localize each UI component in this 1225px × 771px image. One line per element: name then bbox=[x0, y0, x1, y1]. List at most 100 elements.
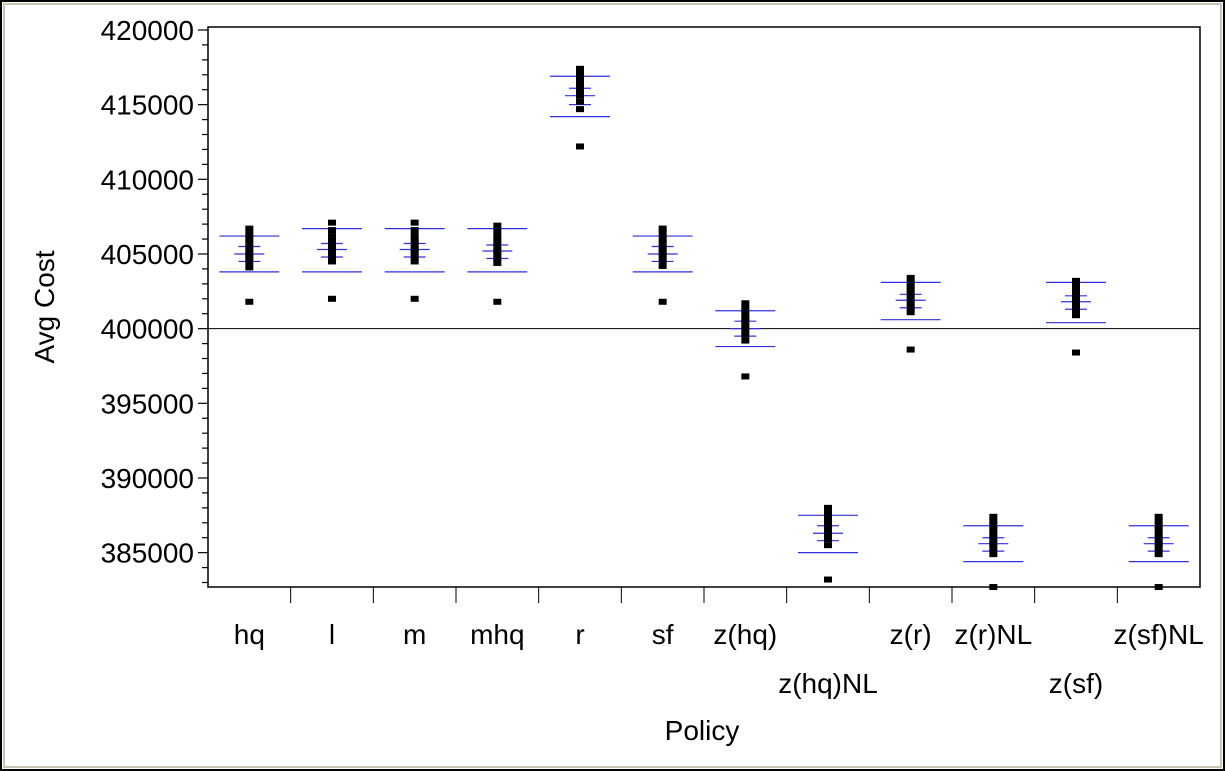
data-point bbox=[1154, 531, 1163, 538]
data-point bbox=[824, 522, 832, 529]
data-point bbox=[328, 233, 336, 240]
x-axis-label: Policy bbox=[665, 715, 740, 746]
y-tick-label: 410000 bbox=[101, 164, 194, 195]
data-point bbox=[906, 283, 915, 290]
data-point bbox=[906, 295, 915, 302]
data-point bbox=[989, 522, 998, 529]
data-point bbox=[824, 518, 832, 525]
data-point bbox=[1072, 312, 1080, 319]
data-point bbox=[1072, 285, 1080, 292]
x-tick-label: z(sf)NL bbox=[1114, 619, 1204, 650]
data-point bbox=[493, 228, 502, 235]
data-point bbox=[989, 545, 998, 552]
data-point bbox=[410, 227, 419, 234]
data-point bbox=[410, 253, 419, 260]
data-point bbox=[741, 337, 750, 344]
data-point bbox=[328, 227, 336, 234]
x-tick-label: z(hq)NL bbox=[778, 668, 878, 699]
data-point bbox=[906, 304, 915, 311]
x-tick-label: z(hq) bbox=[713, 619, 777, 650]
y-tick-label: 385000 bbox=[101, 538, 194, 569]
data-point bbox=[989, 513, 998, 520]
data-point bbox=[328, 258, 336, 265]
data-point bbox=[245, 258, 254, 265]
data-point bbox=[493, 259, 502, 266]
data-point bbox=[1072, 298, 1080, 305]
data-point bbox=[1154, 527, 1163, 534]
data-point bbox=[824, 504, 832, 511]
data-point bbox=[328, 295, 336, 302]
data-point bbox=[824, 536, 832, 543]
x-tick-label: l bbox=[329, 619, 335, 650]
data-point bbox=[576, 92, 584, 99]
data-point bbox=[989, 540, 998, 547]
data-point bbox=[906, 300, 915, 307]
data-point bbox=[1072, 294, 1080, 301]
data-point bbox=[410, 233, 419, 240]
data-point bbox=[906, 346, 915, 353]
data-point bbox=[576, 98, 584, 105]
data-point bbox=[245, 250, 254, 257]
data-point bbox=[493, 248, 502, 254]
data-point bbox=[741, 300, 750, 307]
data-point bbox=[824, 527, 832, 534]
data-point bbox=[824, 513, 832, 520]
data-point bbox=[328, 253, 336, 260]
x-tick-label: sf bbox=[652, 619, 674, 650]
data-point bbox=[493, 255, 502, 262]
data-point bbox=[658, 249, 667, 256]
data-point bbox=[906, 291, 915, 298]
data-point bbox=[989, 531, 998, 538]
data-point bbox=[410, 258, 419, 265]
data-point bbox=[906, 279, 915, 286]
data-point bbox=[658, 225, 667, 232]
x-tick-label: m bbox=[403, 619, 426, 650]
data-point bbox=[245, 236, 254, 243]
data-point bbox=[741, 304, 750, 311]
data-point bbox=[576, 79, 584, 86]
data-point bbox=[245, 298, 254, 305]
data-point bbox=[245, 246, 254, 253]
data-point bbox=[245, 240, 254, 247]
data-point bbox=[245, 231, 254, 238]
data-point bbox=[576, 83, 584, 90]
y-tick-label: 420000 bbox=[101, 15, 194, 46]
data-point bbox=[1072, 349, 1080, 356]
data-point bbox=[741, 310, 750, 317]
data-point bbox=[493, 243, 502, 250]
data-point bbox=[658, 245, 667, 252]
y-tick-label: 395000 bbox=[101, 388, 194, 419]
data-point bbox=[741, 373, 750, 380]
data-point bbox=[1154, 513, 1163, 520]
data-point bbox=[741, 322, 750, 329]
data-point bbox=[906, 309, 915, 316]
y-tick-label: 415000 bbox=[101, 90, 194, 121]
data-point bbox=[328, 246, 336, 253]
data-point bbox=[989, 536, 998, 543]
data-point bbox=[741, 315, 750, 322]
data-point bbox=[658, 262, 667, 269]
data-point bbox=[989, 551, 998, 558]
data-point bbox=[741, 331, 750, 338]
data-point bbox=[658, 298, 667, 305]
data-point bbox=[1154, 584, 1163, 590]
data-point bbox=[1154, 536, 1163, 543]
data-point bbox=[824, 576, 832, 583]
data-point bbox=[410, 219, 419, 226]
data-point bbox=[576, 106, 584, 113]
x-tick-label: hq bbox=[234, 619, 265, 650]
data-point bbox=[576, 88, 584, 95]
plot-area: 385000 390000 395000 400000 405000 410000 4150… bbox=[101, 15, 1204, 699]
data-point bbox=[989, 518, 998, 525]
y-tick-label: 390000 bbox=[101, 463, 194, 494]
data-point bbox=[1072, 307, 1080, 314]
data-point bbox=[493, 239, 502, 246]
data-point bbox=[824, 509, 832, 516]
x-tick-label: r bbox=[575, 619, 584, 650]
data-point bbox=[245, 264, 254, 271]
data-point bbox=[906, 274, 915, 281]
plot-frame bbox=[207, 26, 1201, 588]
data-point bbox=[658, 230, 667, 237]
